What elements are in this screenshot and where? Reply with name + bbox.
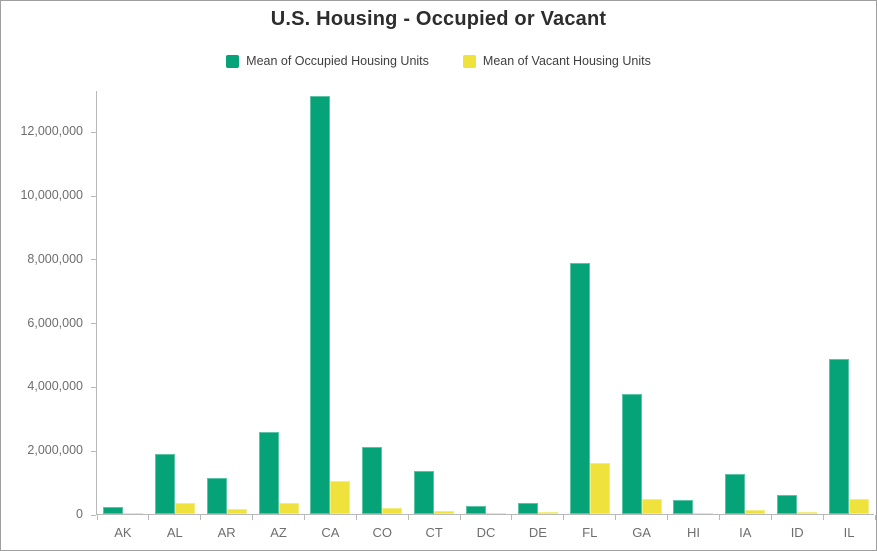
occupied-bar-ak[interactable] <box>102 507 123 514</box>
occupied-bar-co[interactable] <box>362 447 383 514</box>
y-axis-tick <box>91 259 96 261</box>
x-axis-tick <box>770 515 772 520</box>
plot-area: 0 2,000,000 4,000,000 6,000,000 8,000,000 10,… <box>20 91 876 540</box>
x-axis-category-label: CO <box>372 525 393 540</box>
vacant-series-swatch-icon <box>462 54 476 68</box>
occupied-bar-ar[interactable] <box>206 478 227 514</box>
x-axis-category-label: AZ <box>270 525 287 540</box>
x-axis-tick <box>511 515 513 520</box>
y-axis-tick-label: 4,000,000 <box>27 379 83 394</box>
x-axis-tick <box>874 515 876 520</box>
x-axis-category-label: IA <box>739 525 752 540</box>
vacant-bar-co[interactable] <box>382 508 403 514</box>
y-axis-tick-label: 6,000,000 <box>27 315 83 330</box>
x-axis-category-label: CT <box>425 525 443 540</box>
x-axis-category-label: IL <box>843 525 855 540</box>
occupied-bar-ga[interactable] <box>621 394 642 514</box>
occupied-bar-ia[interactable] <box>725 474 746 514</box>
x-axis-category-label: CA <box>321 525 340 540</box>
occupied-series-swatch-icon <box>226 54 240 68</box>
occupied-bar-dc[interactable] <box>466 506 486 514</box>
x-axis-category-label: AR <box>217 525 236 540</box>
occupied-bar-de[interactable] <box>517 503 538 514</box>
x-axis-tick <box>563 515 565 520</box>
chart-title: U.S. Housing - Occupied or Vacant <box>270 8 607 30</box>
x-axis-category-label: AL <box>166 525 183 540</box>
vacant-bar-fl[interactable] <box>589 463 610 514</box>
y-axis-tick <box>91 195 96 197</box>
occupied-bar-ct[interactable] <box>414 471 435 514</box>
legend-label-occupied: Mean of Occupied Housing Units <box>246 54 429 68</box>
y-axis-tick-label: 10,000,000 <box>20 188 83 203</box>
x-axis-category-label: DE <box>528 525 547 540</box>
x-axis-tick <box>200 515 202 520</box>
x-axis-tick <box>459 515 461 520</box>
y-axis-tick <box>91 386 96 388</box>
x-axis-category-label: FL <box>582 525 598 540</box>
occupied-bar-al[interactable] <box>154 454 175 514</box>
occupied-bar-az[interactable] <box>258 432 279 514</box>
legend-item-occupied[interactable]: Mean of Occupied Housing Units <box>226 54 429 68</box>
x-axis-tick <box>303 515 305 520</box>
y-axis-tick <box>91 450 96 452</box>
y-axis-tick <box>91 514 96 516</box>
y-axis-tick-label: 12,000,000 <box>20 124 83 139</box>
y-axis-tick <box>91 323 96 325</box>
x-axis-category-label: DC <box>476 525 496 540</box>
x-axis-tick <box>718 515 720 520</box>
x-axis-category-label: AK <box>114 525 132 540</box>
vacant-bar-az[interactable] <box>278 503 299 514</box>
legend-label-vacant: Mean of Vacant Housing Units <box>482 54 651 68</box>
occupied-bar-il[interactable] <box>829 359 850 514</box>
vacant-bar-ca[interactable] <box>330 481 351 514</box>
vacant-bar-ar[interactable] <box>226 509 247 514</box>
x-axis-tick <box>355 515 357 520</box>
x-axis-category-label: ID <box>790 525 804 540</box>
y-axis-tick <box>91 131 96 133</box>
legend-item-vacant[interactable]: Mean of Vacant Housing Units <box>462 54 651 68</box>
legend: Mean of Occupied Housing Units Mean of V… <box>1 54 876 68</box>
x-axis-category-label: GA <box>632 525 651 540</box>
vacant-bar-ak[interactable] <box>122 513 143 514</box>
vacant-bar-de[interactable] <box>537 512 558 514</box>
x-axis-tick <box>615 515 617 520</box>
x-axis-tick <box>822 515 824 520</box>
x-axis-tick <box>407 515 409 520</box>
y-axis-tick-label: 2,000,000 <box>27 443 83 458</box>
y-axis-tick-label: 8,000,000 <box>27 251 83 266</box>
x-axis-tick <box>252 515 254 520</box>
vacant-bar-id[interactable] <box>797 512 818 514</box>
vacant-bar-ct[interactable] <box>434 511 455 514</box>
x-axis-tick <box>96 515 98 520</box>
x-axis-tick <box>667 515 669 520</box>
vacant-bar-hi[interactable] <box>693 513 714 514</box>
y-axis-tick-label: 0 <box>76 507 83 521</box>
occupied-bar-id[interactable] <box>777 495 798 514</box>
vacant-bar-dc[interactable] <box>486 513 506 514</box>
occupied-bar-fl[interactable] <box>569 263 590 514</box>
occupied-bar-hi[interactable] <box>673 500 694 514</box>
x-axis-category-label: HI <box>686 525 700 540</box>
vacant-bar-ga[interactable] <box>641 499 662 514</box>
vacant-bar-ia[interactable] <box>745 510 766 514</box>
vacant-bar-il[interactable] <box>849 499 870 514</box>
x-axis-tick <box>148 515 150 520</box>
occupied-bar-ca[interactable] <box>310 96 331 514</box>
vacant-bar-al[interactable] <box>174 503 195 514</box>
